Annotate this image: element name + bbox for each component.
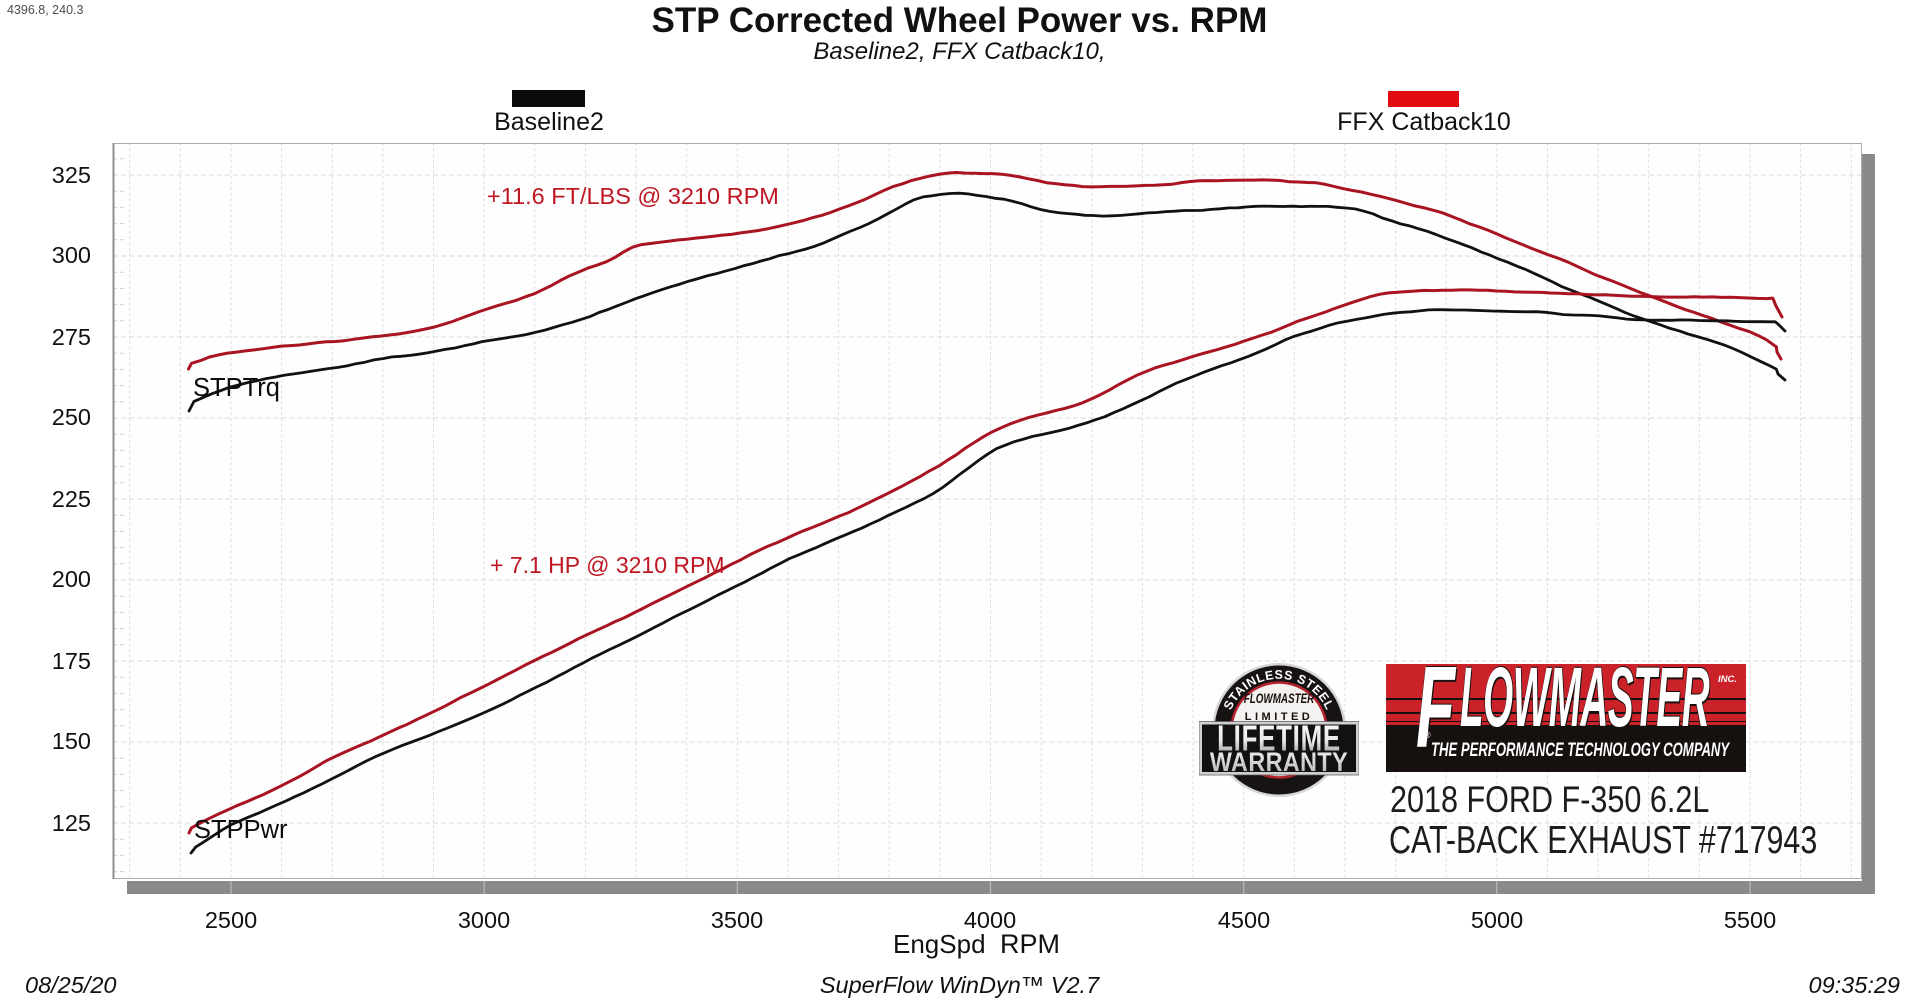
svg-text:LIMITED: LIMITED xyxy=(1245,711,1314,723)
svg-text:LIFETIME: LIFETIME xyxy=(1217,718,1341,758)
svg-text:WARRANTY: WARRANTY xyxy=(1210,748,1348,778)
svg-text:FLOWMASTER: FLOWMASTER xyxy=(1244,690,1315,706)
